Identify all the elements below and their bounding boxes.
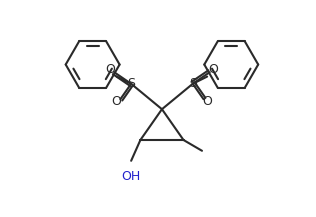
Text: OH: OH: [122, 170, 141, 183]
Text: S: S: [189, 77, 197, 90]
Text: O: O: [106, 63, 115, 76]
Text: O: O: [112, 95, 121, 108]
Text: O: O: [209, 63, 218, 76]
Text: S: S: [127, 77, 135, 90]
Text: O: O: [203, 95, 212, 108]
